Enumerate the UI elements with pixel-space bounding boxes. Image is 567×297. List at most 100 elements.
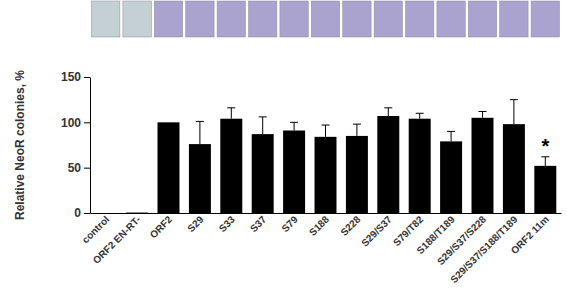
y-tick-mark	[84, 213, 90, 214]
error-bar-cap	[353, 124, 361, 125]
error-bar-cap	[196, 121, 204, 122]
plate-thumbnails	[92, 1, 560, 37]
error-bar-stem	[513, 100, 514, 124]
error-bar-stem	[262, 117, 263, 134]
error-bar-cap	[259, 116, 267, 117]
x-tick: ORF2 11m	[509, 213, 551, 256]
y-tick: 0	[74, 206, 90, 220]
error-bar-cap	[322, 125, 330, 126]
error-bar-cap	[447, 131, 455, 132]
error-bar-stem	[199, 121, 200, 144]
bar	[95, 213, 117, 214]
plate-thumbnail	[123, 1, 151, 37]
error-bar	[384, 108, 392, 116]
x-axis-line	[91, 213, 562, 214]
plate-thumbnail	[154, 1, 182, 37]
plate-thumbnail	[406, 1, 434, 37]
plate-thumbnail	[468, 1, 496, 37]
y-axis-title: Relative NeoR colonies, %	[13, 70, 27, 220]
bar	[346, 136, 368, 213]
y-tick-label: 100	[61, 116, 81, 130]
error-bar-cap	[384, 107, 392, 108]
annotation: *	[541, 135, 549, 157]
plate-thumbnail	[217, 1, 245, 37]
bar	[158, 122, 180, 213]
x-tick: S37	[248, 213, 269, 234]
x-tick: S33	[217, 213, 238, 234]
bar	[534, 166, 556, 213]
bar	[377, 116, 399, 213]
x-tick-label: ORF2 EN-RT-	[91, 214, 143, 266]
y-tick-label: 150	[61, 70, 81, 84]
y-tick: 100	[61, 116, 90, 130]
error-bar-cap	[416, 113, 424, 114]
y-axis: 0 50 100 150	[61, 70, 91, 220]
plate-thumbnail	[437, 1, 465, 37]
x-axis: controlORF2 EN-RT-ORF2S29S33S37S79S188S2…	[80, 213, 562, 285]
y-tick-mark	[84, 168, 90, 169]
x-tick-label: S29/S37	[359, 213, 394, 248]
y-tick-mark	[84, 122, 90, 123]
x-tick-label: S188	[307, 213, 332, 238]
bar	[503, 124, 525, 213]
plate-thumbnail	[531, 1, 559, 37]
error-bar-cap	[479, 111, 487, 112]
bar	[189, 144, 211, 213]
error-bar-stem	[419, 113, 420, 118]
error-bar	[259, 117, 267, 134]
y-tick: 150	[61, 70, 90, 84]
error-bar	[290, 122, 298, 130]
error-bar	[479, 111, 487, 117]
error-bar	[227, 108, 235, 119]
plate-thumbnail	[186, 1, 214, 37]
y-tick-label: 0	[74, 206, 81, 220]
plate-thumbnail	[280, 1, 308, 37]
y-tick-mark	[84, 77, 90, 78]
plate-thumbnail	[311, 1, 339, 37]
x-tick-label: ORF2	[148, 213, 175, 240]
x-tick: S29	[185, 213, 206, 234]
x-tick: S188	[307, 213, 332, 238]
bar	[409, 119, 431, 213]
plate-thumbnail	[249, 1, 277, 37]
x-tick: ORF2 EN-RT-	[91, 213, 143, 266]
error-bar-stem	[325, 125, 326, 137]
error-bar	[447, 131, 455, 141]
error-bar	[196, 121, 204, 144]
error-bar-stem	[545, 157, 546, 166]
x-tick-label: S33	[217, 213, 238, 234]
bar	[472, 118, 494, 213]
bar	[283, 130, 305, 213]
chart: 050100150controlORF2 EN-RT-ORF2S29S33S37…	[0, 0, 567, 297]
y-tick: 50	[68, 161, 90, 175]
error-bar-stem	[356, 124, 357, 136]
error-bar	[353, 124, 361, 136]
bars	[126, 100, 556, 213]
plate-thumbnail	[343, 1, 371, 37]
x-tick: S79	[279, 213, 300, 234]
error-bar-stem	[482, 111, 483, 117]
x-tick-label: ORF2 11m	[509, 214, 551, 256]
x-tick: S29/S37	[359, 213, 394, 249]
x-tick-label: S79	[279, 213, 300, 234]
x-tick: ORF2	[148, 213, 175, 240]
x-tick-label: S29	[185, 213, 206, 234]
plate-thumbnail	[500, 1, 528, 37]
error-bar	[322, 125, 330, 137]
bar	[315, 137, 337, 213]
x-tick-label: S228	[338, 213, 363, 238]
bar	[440, 141, 462, 213]
y-tick-label: 50	[68, 161, 82, 175]
error-bar-stem	[451, 131, 452, 141]
y-axis-line	[90, 78, 91, 214]
plot: 050100150controlORF2 EN-RT-ORF2S29S33S37…	[61, 70, 562, 285]
error-bar-cap	[227, 107, 235, 108]
error-bar-stem	[388, 108, 389, 116]
error-bar	[510, 100, 518, 124]
error-bar-cap	[290, 122, 298, 123]
plate-thumbnail	[92, 1, 120, 37]
error-bar	[416, 113, 424, 118]
bar	[252, 134, 274, 213]
bar	[220, 119, 242, 213]
error-bar-stem	[294, 122, 295, 130]
